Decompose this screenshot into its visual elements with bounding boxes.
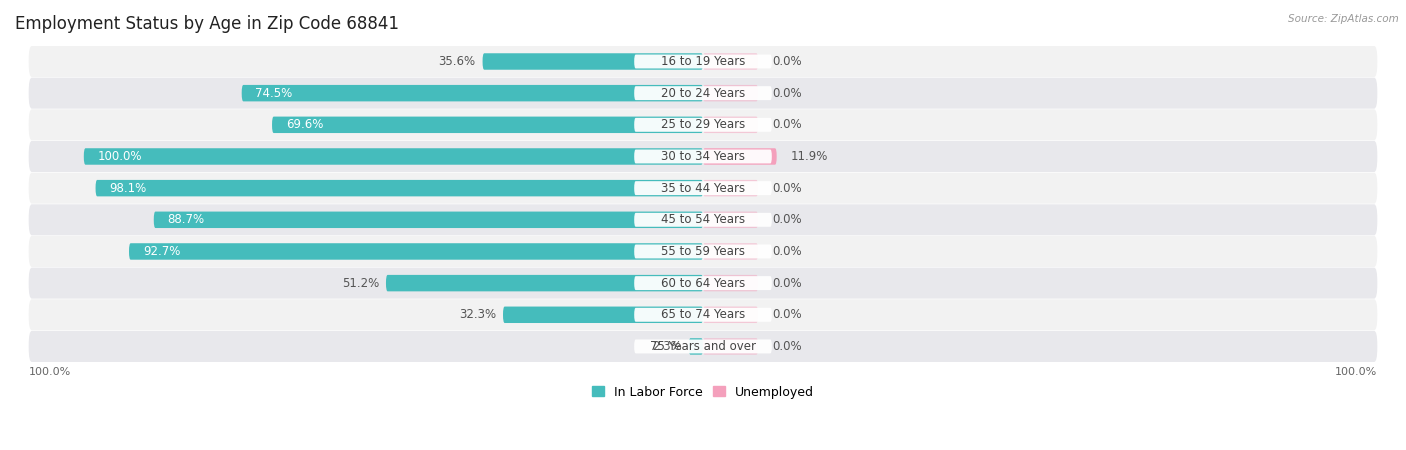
Text: 92.7%: 92.7% [143, 245, 180, 258]
FancyBboxPatch shape [634, 86, 772, 100]
Text: Employment Status by Age in Zip Code 68841: Employment Status by Age in Zip Code 688… [15, 15, 399, 33]
Text: 0.0%: 0.0% [772, 118, 801, 131]
Text: 51.2%: 51.2% [342, 277, 380, 290]
Text: 75 Years and over: 75 Years and over [650, 340, 756, 353]
FancyBboxPatch shape [28, 236, 1378, 267]
FancyBboxPatch shape [703, 243, 758, 260]
FancyBboxPatch shape [28, 299, 1378, 330]
Text: Source: ZipAtlas.com: Source: ZipAtlas.com [1288, 14, 1399, 23]
Text: 11.9%: 11.9% [790, 150, 828, 163]
Text: 74.5%: 74.5% [256, 87, 292, 99]
Text: 69.6%: 69.6% [285, 118, 323, 131]
FancyBboxPatch shape [634, 244, 772, 258]
FancyBboxPatch shape [503, 306, 703, 323]
FancyBboxPatch shape [28, 331, 1378, 362]
Text: 65 to 74 Years: 65 to 74 Years [661, 308, 745, 321]
FancyBboxPatch shape [703, 180, 758, 196]
Text: 55 to 59 Years: 55 to 59 Years [661, 245, 745, 258]
Text: 30 to 34 Years: 30 to 34 Years [661, 150, 745, 163]
FancyBboxPatch shape [634, 276, 772, 290]
FancyBboxPatch shape [28, 141, 1378, 172]
FancyBboxPatch shape [689, 338, 703, 355]
Text: 100.0%: 100.0% [1334, 367, 1378, 377]
Text: 0.0%: 0.0% [772, 340, 801, 353]
FancyBboxPatch shape [84, 148, 703, 165]
Text: 60 to 64 Years: 60 to 64 Years [661, 277, 745, 290]
FancyBboxPatch shape [703, 117, 758, 133]
FancyBboxPatch shape [153, 212, 703, 228]
Text: 0.0%: 0.0% [772, 55, 801, 68]
Text: 20 to 24 Years: 20 to 24 Years [661, 87, 745, 99]
Text: 25 to 29 Years: 25 to 29 Years [661, 118, 745, 131]
FancyBboxPatch shape [634, 118, 772, 132]
FancyBboxPatch shape [703, 212, 758, 228]
FancyBboxPatch shape [703, 53, 758, 70]
Text: 45 to 54 Years: 45 to 54 Years [661, 213, 745, 226]
FancyBboxPatch shape [703, 85, 758, 101]
FancyBboxPatch shape [634, 149, 772, 163]
FancyBboxPatch shape [129, 243, 703, 260]
FancyBboxPatch shape [28, 46, 1378, 77]
FancyBboxPatch shape [703, 275, 758, 291]
Text: 35 to 44 Years: 35 to 44 Years [661, 182, 745, 195]
FancyBboxPatch shape [28, 78, 1378, 108]
Text: 98.1%: 98.1% [110, 182, 146, 195]
Legend: In Labor Force, Unemployed: In Labor Force, Unemployed [586, 381, 820, 404]
FancyBboxPatch shape [387, 275, 703, 291]
FancyBboxPatch shape [634, 54, 772, 68]
FancyBboxPatch shape [28, 204, 1378, 235]
Text: 88.7%: 88.7% [167, 213, 205, 226]
Text: 0.0%: 0.0% [772, 308, 801, 321]
Text: 100.0%: 100.0% [28, 367, 72, 377]
FancyBboxPatch shape [96, 180, 703, 196]
FancyBboxPatch shape [703, 338, 758, 355]
Text: 0.0%: 0.0% [772, 182, 801, 195]
FancyBboxPatch shape [703, 148, 776, 165]
Text: 2.3%: 2.3% [652, 340, 682, 353]
FancyBboxPatch shape [271, 117, 703, 133]
FancyBboxPatch shape [28, 173, 1378, 204]
Text: 35.6%: 35.6% [439, 55, 475, 68]
FancyBboxPatch shape [242, 85, 703, 101]
FancyBboxPatch shape [28, 109, 1378, 140]
Text: 100.0%: 100.0% [97, 150, 142, 163]
Text: 0.0%: 0.0% [772, 245, 801, 258]
FancyBboxPatch shape [703, 306, 758, 323]
FancyBboxPatch shape [28, 268, 1378, 299]
Text: 32.3%: 32.3% [458, 308, 496, 321]
FancyBboxPatch shape [482, 53, 703, 70]
FancyBboxPatch shape [634, 181, 772, 195]
Text: 16 to 19 Years: 16 to 19 Years [661, 55, 745, 68]
FancyBboxPatch shape [634, 213, 772, 227]
FancyBboxPatch shape [634, 308, 772, 322]
Text: 0.0%: 0.0% [772, 213, 801, 226]
Text: 0.0%: 0.0% [772, 87, 801, 99]
Text: 0.0%: 0.0% [772, 277, 801, 290]
FancyBboxPatch shape [634, 339, 772, 353]
